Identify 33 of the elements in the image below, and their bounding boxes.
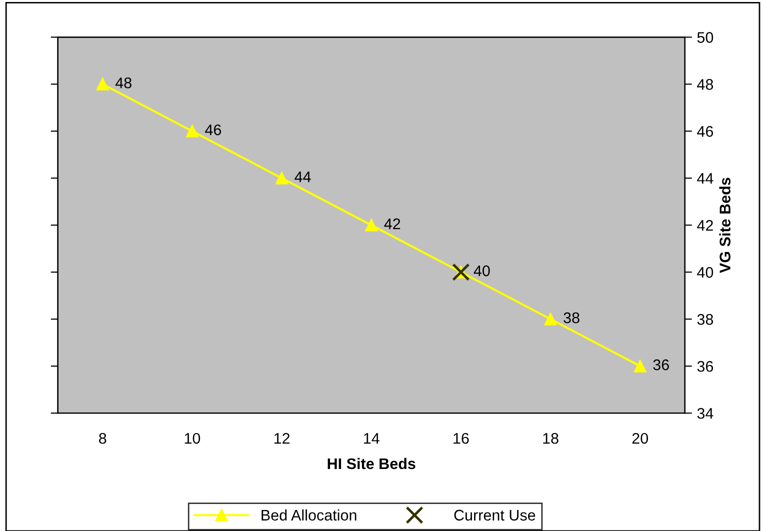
x-tick-label: 12 [274,432,290,444]
x-tick-label: 16 [454,432,469,444]
y2-axis-title: VG Site Beds [719,178,730,274]
data-label: 36 [653,359,669,370]
point [96,78,109,90]
x-tick-label: 20 [632,432,648,444]
x-tick-label: 14 [364,433,380,444]
y2-tick-label: 40 [697,267,714,278]
y2-tick-label: 44 [697,173,714,184]
point [365,218,378,232]
y2-tick-label: 42 [697,220,713,231]
x-tick-label: 8 [99,432,106,444]
data-label: 42 [384,218,400,230]
data-label: 48 [115,77,132,88]
y2-tick-label: 36 [697,360,714,372]
x-axis-title: HI Site Beds [328,458,416,470]
point [634,360,646,372]
data-label: 38 [564,312,580,324]
x-tick-label: 10 [184,432,200,444]
y2-tick-label: 34 [697,408,714,419]
legend-label: Current Use [454,510,536,521]
y2-tick-label: 50 [697,32,714,43]
x-tick-label: 18 [543,432,558,444]
point [544,312,557,326]
data-label: 44 [294,172,311,182]
y2-tick-label: 48 [697,79,714,90]
legend-label: Bed Allocation [262,509,356,521]
point [276,172,288,184]
data-label: 46 [205,124,222,136]
y2-tick-label: 38 [697,314,714,325]
point [186,124,198,138]
data-label: 40 [474,265,490,276]
y2-tick-label: 46 [697,126,714,137]
